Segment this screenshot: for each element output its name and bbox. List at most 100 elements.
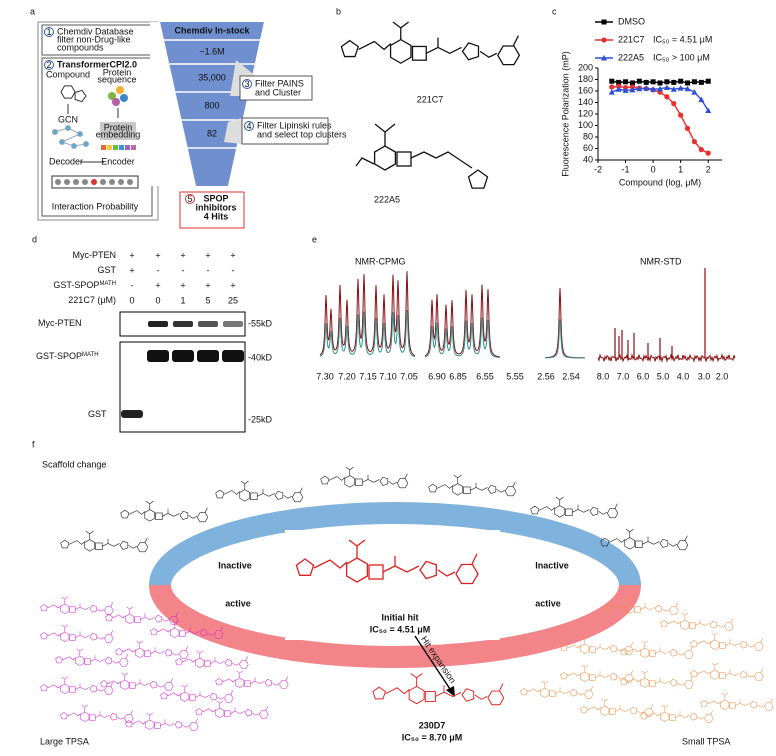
bond — [81, 704, 85, 708]
step-number-circle — [242, 79, 252, 89]
y-tick-label: 140 — [578, 97, 593, 107]
ring — [145, 719, 155, 730]
bond — [135, 682, 150, 686]
bond — [222, 678, 236, 683]
bond — [667, 620, 681, 625]
bond — [240, 480, 245, 485]
bond — [110, 630, 114, 635]
ring — [609, 708, 616, 715]
bond — [162, 618, 170, 622]
ring — [60, 85, 76, 99]
ring — [195, 708, 203, 716]
funnel-mask — [228, 22, 276, 186]
bond — [85, 530, 90, 535]
ring — [565, 508, 573, 516]
step-number: 5 — [187, 194, 192, 204]
ring — [40, 632, 48, 640]
bond — [129, 606, 134, 615]
ring — [149, 681, 157, 689]
ring — [104, 606, 114, 615]
bond — [61, 676, 65, 680]
bond — [216, 700, 220, 704]
ring — [209, 693, 217, 701]
ring — [569, 689, 577, 697]
marker — [609, 78, 615, 84]
marker — [615, 86, 622, 92]
ring — [487, 690, 505, 706]
ring — [119, 540, 129, 550]
ring — [749, 701, 757, 709]
cell: - — [157, 265, 160, 275]
ppm-tick-label: 5.0 — [657, 371, 670, 381]
embedding-cell — [131, 145, 136, 150]
ring — [739, 641, 747, 649]
protein-icon — [112, 98, 120, 106]
ring — [244, 680, 251, 687]
bond — [711, 632, 715, 636]
marker — [678, 78, 684, 84]
legend-label: DMSO — [618, 16, 645, 26]
molecule-structure — [428, 474, 517, 497]
marker — [691, 139, 698, 145]
molecule-structure — [55, 648, 129, 667]
bond — [107, 680, 121, 685]
bond — [149, 500, 154, 510]
bond — [555, 496, 560, 501]
ppm-tick-label: 6.85 — [449, 371, 467, 381]
ring — [710, 639, 720, 650]
molecule-structure — [600, 528, 689, 551]
ring — [89, 714, 96, 721]
marker — [698, 96, 705, 103]
bond — [64, 676, 69, 685]
bond — [182, 724, 190, 728]
ring — [169, 616, 179, 625]
marker — [623, 79, 629, 85]
row-label: GST-SPOPMATH — [53, 280, 116, 290]
label: GCN — [58, 114, 78, 124]
ring — [120, 679, 130, 690]
spectrum-title: NMR-CPMG — [355, 256, 406, 266]
bond — [64, 624, 69, 633]
bond — [128, 545, 137, 549]
bond — [640, 606, 655, 610]
molecule-structure — [690, 662, 764, 681]
marker — [657, 80, 663, 86]
label-main: Myc-PTEN — [73, 250, 117, 260]
marker — [650, 79, 656, 85]
bond — [747, 674, 755, 678]
marker — [664, 79, 670, 85]
activity-label: Inactive — [535, 560, 569, 570]
graph-icon — [52, 125, 89, 149]
bond — [747, 644, 755, 648]
label: and Cluster — [255, 87, 301, 97]
marker — [601, 19, 607, 25]
ring — [160, 692, 168, 700]
band — [223, 321, 243, 327]
molecule-structure — [125, 712, 199, 731]
ring — [104, 657, 112, 665]
bond — [171, 620, 175, 624]
ring — [669, 606, 679, 615]
label: ~1.6M — [199, 46, 224, 56]
output-node — [100, 179, 106, 185]
bond — [136, 640, 140, 644]
ring — [89, 685, 97, 693]
ring — [340, 39, 359, 58]
ring — [710, 669, 720, 680]
band-label: GST-SPOPMATH — [36, 351, 99, 361]
bond — [675, 602, 679, 607]
bond — [684, 535, 688, 541]
marker — [671, 79, 677, 85]
bond — [662, 608, 670, 612]
bond — [559, 496, 564, 506]
bond — [90, 658, 105, 662]
bond — [608, 538, 626, 543]
ring — [684, 680, 694, 689]
label: embedding — [96, 129, 141, 139]
embedding-cell — [101, 145, 106, 150]
bond — [184, 684, 189, 693]
bond — [655, 650, 670, 654]
connector — [224, 118, 242, 144]
bond — [64, 596, 69, 605]
molecule-structure — [660, 612, 734, 631]
